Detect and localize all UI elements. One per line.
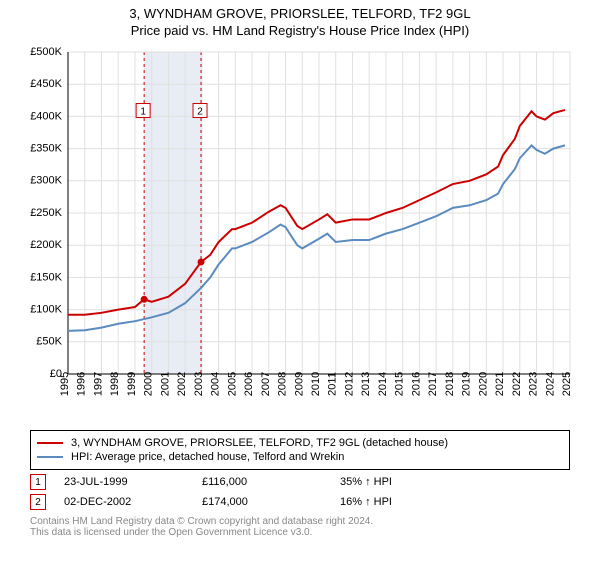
legend-label-hpi: HPI: Average price, detached house, Telf… xyxy=(71,451,344,463)
legend-swatch-property xyxy=(37,442,63,444)
sale-diff-1: 35% ↑ HPI xyxy=(340,476,460,488)
svg-text:£200K: £200K xyxy=(30,239,62,251)
svg-text:2019: 2019 xyxy=(461,372,473,396)
chart-svg: £0£50K£100K£150K£200K£250K£300K£350K£400… xyxy=(20,44,580,424)
copyright: Contains HM Land Registry data © Crown c… xyxy=(30,516,570,538)
copyright-line2: This data is licensed under the Open Gov… xyxy=(30,527,570,538)
svg-text:2015: 2015 xyxy=(394,372,406,396)
svg-text:1996: 1996 xyxy=(76,372,88,396)
legend-label-property: 3, WYNDHAM GROVE, PRIORSLEE, TELFORD, TF… xyxy=(71,437,448,449)
svg-text:2006: 2006 xyxy=(243,372,255,396)
svg-text:1995: 1995 xyxy=(59,372,71,396)
svg-text:2016: 2016 xyxy=(410,372,422,396)
svg-text:2013: 2013 xyxy=(360,372,372,396)
svg-text:2003: 2003 xyxy=(193,372,205,396)
svg-text:2: 2 xyxy=(197,107,203,118)
sale-row-1: 1 23-JUL-1999 £116,000 35% ↑ HPI xyxy=(30,474,570,490)
svg-text:2009: 2009 xyxy=(293,372,305,396)
svg-text:1997: 1997 xyxy=(92,372,104,396)
legend-item-property: 3, WYNDHAM GROVE, PRIORSLEE, TELFORD, TF… xyxy=(37,437,563,449)
sale-price-2: £174,000 xyxy=(202,496,322,508)
svg-text:£250K: £250K xyxy=(30,207,62,219)
svg-text:2011: 2011 xyxy=(327,372,339,396)
sale-row-2: 2 02-DEC-2002 £174,000 16% ↑ HPI xyxy=(30,494,570,510)
svg-text:2000: 2000 xyxy=(143,372,155,396)
svg-text:2020: 2020 xyxy=(477,372,489,396)
svg-text:2023: 2023 xyxy=(528,372,540,396)
legend-item-hpi: HPI: Average price, detached house, Telf… xyxy=(37,451,563,463)
svg-text:1: 1 xyxy=(140,107,146,118)
svg-text:2004: 2004 xyxy=(210,372,222,396)
svg-text:2010: 2010 xyxy=(310,372,322,396)
svg-text:£300K: £300K xyxy=(30,175,62,187)
sales-table: 1 23-JUL-1999 £116,000 35% ↑ HPI 2 02-DE… xyxy=(30,474,570,510)
svg-text:2021: 2021 xyxy=(494,372,506,396)
svg-text:2012: 2012 xyxy=(343,372,355,396)
chart-title: 3, WYNDHAM GROVE, PRIORSLEE, TELFORD, TF… xyxy=(0,6,600,21)
sale-diff-2: 16% ↑ HPI xyxy=(340,496,460,508)
chart-area: £0£50K£100K£150K£200K£250K£300K£350K£400… xyxy=(20,44,580,424)
svg-text:2008: 2008 xyxy=(277,372,289,396)
svg-text:2014: 2014 xyxy=(377,372,389,396)
svg-text:2018: 2018 xyxy=(444,372,456,396)
sale-badge-2: 2 xyxy=(30,494,46,510)
svg-text:2022: 2022 xyxy=(511,372,523,396)
svg-text:2002: 2002 xyxy=(176,372,188,396)
legend-swatch-hpi xyxy=(37,456,63,458)
svg-text:1999: 1999 xyxy=(126,372,138,396)
svg-text:£100K: £100K xyxy=(30,304,62,316)
svg-text:£150K: £150K xyxy=(30,271,62,283)
svg-text:£450K: £450K xyxy=(30,78,62,90)
svg-text:2001: 2001 xyxy=(159,372,171,396)
svg-text:2025: 2025 xyxy=(561,372,573,396)
legend: 3, WYNDHAM GROVE, PRIORSLEE, TELFORD, TF… xyxy=(30,430,570,470)
chart-subtitle: Price paid vs. HM Land Registry's House … xyxy=(0,23,600,38)
svg-text:2017: 2017 xyxy=(427,372,439,396)
svg-text:1998: 1998 xyxy=(109,372,121,396)
svg-text:2007: 2007 xyxy=(260,372,272,396)
svg-text:£50K: £50K xyxy=(36,336,62,348)
sale-price-1: £116,000 xyxy=(202,476,322,488)
sale-badge-1: 1 xyxy=(30,474,46,490)
svg-text:£500K: £500K xyxy=(30,46,62,58)
svg-text:£400K: £400K xyxy=(30,110,62,122)
svg-text:2024: 2024 xyxy=(544,372,556,396)
svg-text:2005: 2005 xyxy=(226,372,238,396)
sale-date-2: 02-DEC-2002 xyxy=(64,496,184,508)
sale-date-1: 23-JUL-1999 xyxy=(64,476,184,488)
copyright-line1: Contains HM Land Registry data © Crown c… xyxy=(30,516,570,527)
svg-text:£350K: £350K xyxy=(30,143,62,155)
